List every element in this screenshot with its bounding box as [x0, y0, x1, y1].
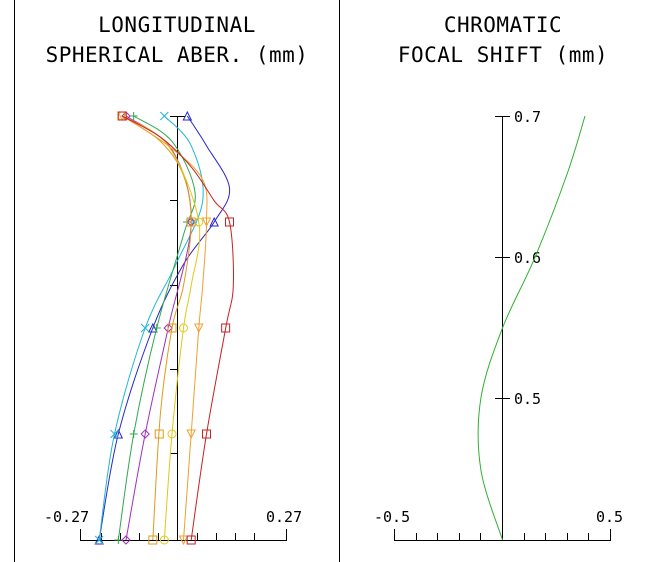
square-marker: [167, 323, 177, 333]
square-marker: [186, 535, 196, 545]
fs-title-line-2: FOCAL SHIFT (mm): [398, 43, 608, 67]
triangle-marker: [209, 216, 219, 227]
circle-marker: [179, 323, 188, 333]
sa-series-line-2: [98, 115, 204, 541]
triangle-down-marker: [186, 429, 196, 440]
square-marker: [154, 429, 164, 439]
sa-title-line-2: SPHERICAL ABER. (mm): [46, 43, 309, 67]
triangle-marker: [94, 534, 104, 545]
fs-series-line-1: [477, 115, 586, 541]
square-marker: [202, 429, 211, 439]
square-marker: [225, 217, 234, 227]
circle-marker: [194, 217, 204, 227]
fs-y-tick-label-0.7: 0.7: [514, 108, 541, 126]
x-marker: [110, 429, 119, 439]
fs-plot-area: [477, 115, 586, 541]
sa-series-line-7: [121, 115, 208, 541]
fs-y-tick-label-0.6: 0.6: [514, 249, 541, 267]
sa-series-line-5: [121, 115, 192, 541]
sa-series-line-8: [121, 115, 234, 541]
sa-x-tick-label-max: 0.27: [266, 508, 302, 526]
diamond-marker: [140, 429, 150, 439]
fs-x-tick-label-max: 0.5: [596, 508, 623, 526]
fs-x-tick-label-min: -0.5: [374, 508, 410, 526]
x-marker: [94, 535, 104, 545]
plus-marker: [129, 430, 138, 438]
square-marker: [117, 111, 127, 121]
diamond-marker: [121, 535, 131, 545]
fs-y-tick-label-0.5: 0.5: [514, 390, 541, 408]
sa-series-line-4: [125, 115, 192, 541]
x-marker: [159, 111, 169, 121]
sa-series-line-6: [121, 115, 201, 541]
circle-marker: [167, 429, 177, 439]
plus-marker: [152, 324, 161, 332]
sa-plot-area: [94, 110, 234, 546]
circle-marker: [159, 535, 169, 545]
sa-x-tick-label-min: -0.27: [44, 508, 89, 526]
square-marker: [148, 535, 158, 545]
triangle-down-marker: [194, 323, 204, 334]
x-marker: [140, 323, 150, 333]
plus-marker: [114, 536, 123, 544]
sa-series-line-3: [117, 115, 196, 541]
square-marker: [221, 323, 231, 333]
sa-title-line-1: LONGITUDINAL: [98, 13, 256, 37]
fs-title-line-1: CHROMATIC: [444, 13, 562, 37]
plus-marker: [129, 112, 138, 120]
triangle-down-marker: [178, 535, 189, 546]
triangle-down-marker: [201, 217, 212, 228]
triangle-marker: [182, 110, 193, 121]
